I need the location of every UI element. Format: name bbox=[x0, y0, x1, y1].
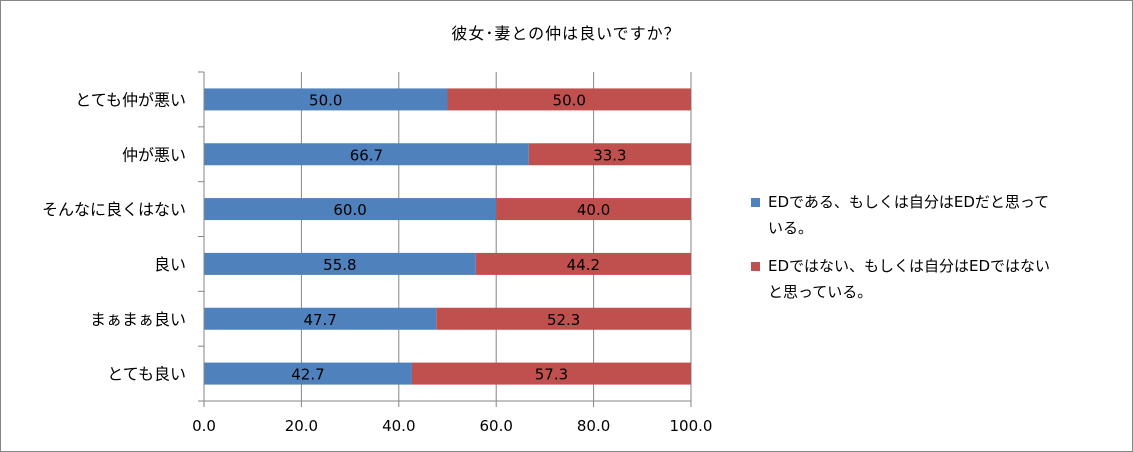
data-label-non-ed-4: 52.3 bbox=[547, 311, 580, 329]
category-label-2: そんなに良くはない bbox=[42, 200, 186, 219]
bar-non-ed-2 bbox=[496, 198, 691, 221]
category-label-0: とても仲が悪い bbox=[75, 90, 186, 109]
data-label-non-ed-5: 57.3 bbox=[535, 366, 568, 384]
data-label-ed-3: 55.8 bbox=[323, 256, 356, 274]
category-label-1: 仲が悪い bbox=[122, 145, 186, 164]
category-label-3: 良い bbox=[154, 255, 186, 274]
bars: 50.0 50.0 66.7 33.3 60.0 40.0 55.8 44.2 47.7 52.3… bbox=[204, 88, 691, 385]
bar-non-ed-1 bbox=[528, 143, 691, 166]
x-tick-label-100.0: 100.0 bbox=[670, 417, 713, 435]
legend-label-non-ed-line-0: EDではない、もしくは自分はEDではない bbox=[768, 257, 1050, 275]
bar-ed-1 bbox=[204, 143, 529, 166]
data-label-non-ed-3: 44.2 bbox=[567, 256, 600, 274]
data-label-ed-2: 60.0 bbox=[333, 201, 366, 219]
x-tick-label-20.0: 20.0 bbox=[285, 417, 318, 435]
bar-ed-4 bbox=[204, 307, 437, 330]
data-label-ed-5: 42.7 bbox=[291, 366, 324, 384]
gridlines bbox=[300, 72, 692, 401]
bar-non-ed-0 bbox=[447, 88, 691, 111]
data-label-non-ed-0: 50.0 bbox=[553, 91, 586, 109]
bar-non-ed-3 bbox=[475, 252, 691, 275]
chart-title: 彼女･妻との仲は良いですか？ bbox=[451, 24, 680, 43]
bar-non-ed-5 bbox=[411, 362, 691, 385]
bar-non-ed-4 bbox=[436, 307, 691, 330]
bar-ed-0 bbox=[204, 88, 448, 111]
data-label-ed-0: 50.0 bbox=[309, 91, 342, 109]
data-label-non-ed-1: 33.3 bbox=[593, 146, 626, 164]
category-label-4: まぁまぁ良い bbox=[90, 310, 186, 329]
category-label-5: とても良い bbox=[107, 365, 186, 384]
bar-ed-5 bbox=[204, 362, 412, 385]
data-label-ed-4: 47.7 bbox=[303, 311, 336, 329]
legend-swatch-non-ed bbox=[751, 262, 760, 271]
legend-swatch-ed bbox=[751, 198, 760, 207]
legend-label-non-ed-line-1: と思っている。 bbox=[768, 283, 872, 301]
legend-label-ed-line-0: EDである、もしくは自分はEDだと思って bbox=[768, 193, 1049, 211]
legend-label-ed-line-1: いる。 bbox=[768, 219, 813, 237]
bar-ed-3 bbox=[204, 252, 476, 275]
x-tick-label-0.0: 0.0 bbox=[192, 417, 216, 435]
bar-ed-2 bbox=[204, 198, 497, 221]
data-label-non-ed-2: 40.0 bbox=[577, 201, 610, 219]
x-tick-label-80.0: 80.0 bbox=[577, 417, 610, 435]
data-label-ed-1: 66.7 bbox=[350, 146, 383, 164]
x-tick-label-40.0: 40.0 bbox=[382, 417, 415, 435]
x-tick-label-60.0: 60.0 bbox=[479, 417, 512, 435]
